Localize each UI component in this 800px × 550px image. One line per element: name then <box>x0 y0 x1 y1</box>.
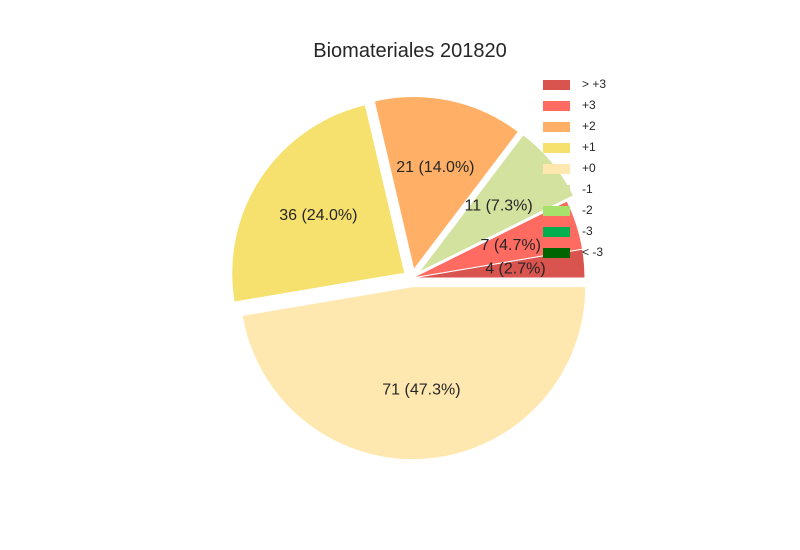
legend-label-8: < -3 <box>582 245 603 259</box>
slice-label-3: 21 (14.0%) <box>396 159 474 176</box>
legend-swatch-6 <box>543 206 570 216</box>
legend-swatch-8 <box>543 248 570 258</box>
slice-label-2: 11 (7.3%) <box>465 198 533 215</box>
chart-title: Biomateriales 201820 <box>313 40 506 62</box>
slice-labels-group: 4 (2.7%) 7 (4.7%) 11 (7.3%) 21 (14.0%) 36 (2… <box>279 159 545 398</box>
legend-swatch-4 <box>543 164 570 174</box>
legend-label-4: +0 <box>582 161 596 175</box>
pie-slice-4 <box>231 104 406 303</box>
slices-group <box>231 96 587 461</box>
pie-slice-2 <box>418 133 575 273</box>
slice-label-5: 71 (47.3%) <box>382 381 460 398</box>
pie-slice-5 <box>241 286 587 461</box>
legend-swatch-7 <box>543 227 570 237</box>
legend-swatch-1 <box>543 101 570 111</box>
pie-slice-3 <box>373 96 520 271</box>
legend-swatch-2 <box>543 122 570 132</box>
legend-swatch-5 <box>543 185 570 195</box>
legend-swatch-0 <box>543 80 570 90</box>
legend-label-7: -3 <box>582 224 593 238</box>
legend-swatch-3 <box>543 143 570 153</box>
slice-label-4: 36 (24.0%) <box>279 207 357 224</box>
legend-label-1: +3 <box>582 98 596 112</box>
legend-label-6: -2 <box>582 203 593 217</box>
slice-label-0: 4 (2.7%) <box>485 261 545 278</box>
pie-slice-1 <box>411 200 584 279</box>
legend-label-0: > +3 <box>582 77 606 91</box>
legend: > +3 +3 +2 +1 +0 -1 -2 -3 < -3 <box>543 77 606 259</box>
legend-label-5: -1 <box>582 182 593 196</box>
slice-label-1: 7 (4.7%) <box>480 237 540 254</box>
legend-label-3: +1 <box>582 140 596 154</box>
legend-label-2: +2 <box>582 119 596 133</box>
